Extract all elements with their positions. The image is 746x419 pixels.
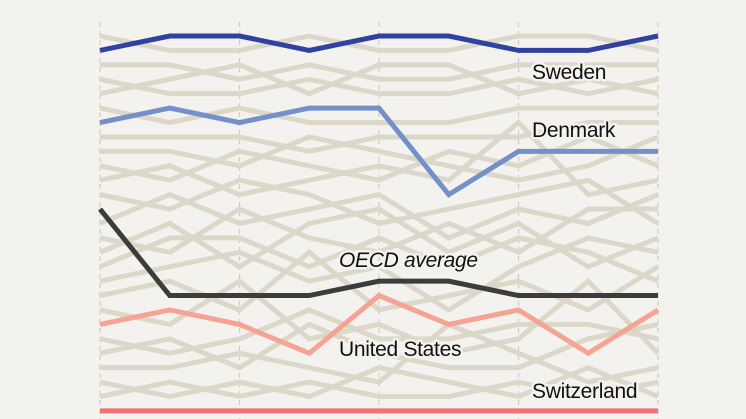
other-series-line xyxy=(100,62,658,82)
label-oecd-average: OECD average xyxy=(339,249,478,272)
other-series-line xyxy=(99,119,659,198)
other-series-line xyxy=(100,120,658,154)
other-series-line xyxy=(99,364,659,400)
gridlines xyxy=(99,22,659,419)
other-series-line xyxy=(99,235,659,313)
label-sweden: Sweden xyxy=(532,61,606,84)
series-line-denmark xyxy=(99,105,658,198)
other-series-line xyxy=(99,62,659,97)
other-series-line xyxy=(99,105,658,126)
other-series-line xyxy=(99,379,659,400)
label-switzerland: Switzerland xyxy=(532,380,637,403)
other-series-line xyxy=(99,177,660,227)
series-line-united-states xyxy=(99,292,660,357)
series-labels: Sweden Denmark OECD average United State… xyxy=(337,59,641,406)
other-series xyxy=(99,33,660,400)
other-series-line xyxy=(99,321,659,371)
other-series-line xyxy=(99,277,660,356)
other-series-line xyxy=(100,321,659,385)
other-series-line xyxy=(99,191,659,241)
series-line-sweden xyxy=(99,33,659,53)
label-united-states: United States xyxy=(339,338,461,361)
highlight-series xyxy=(98,33,660,414)
other-series-line xyxy=(99,134,659,183)
label-denmark: Denmark xyxy=(532,119,616,142)
series-line-oecd-average xyxy=(98,207,658,299)
other-series-line xyxy=(99,76,659,97)
other-series-line xyxy=(99,33,659,53)
